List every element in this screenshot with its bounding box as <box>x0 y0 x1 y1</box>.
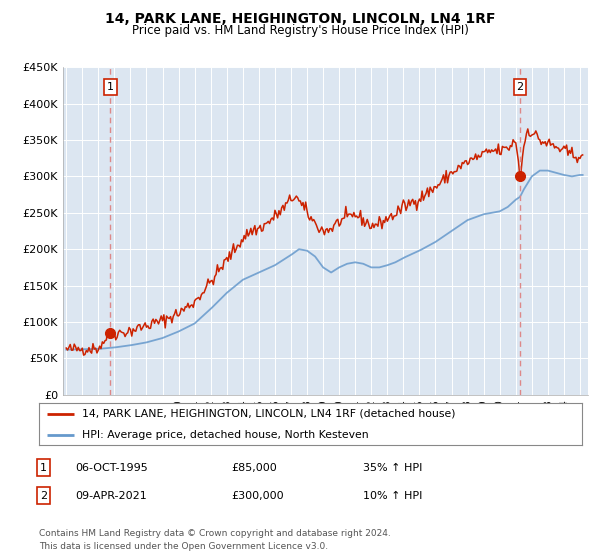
Text: HPI: Average price, detached house, North Kesteven: HPI: Average price, detached house, Nort… <box>82 430 369 440</box>
Text: £300,000: £300,000 <box>231 491 284 501</box>
Text: 2: 2 <box>40 491 47 501</box>
Text: 14, PARK LANE, HEIGHINGTON, LINCOLN, LN4 1RF: 14, PARK LANE, HEIGHINGTON, LINCOLN, LN4… <box>105 12 495 26</box>
Text: 2: 2 <box>517 82 524 92</box>
Text: 35% ↑ HPI: 35% ↑ HPI <box>363 463 422 473</box>
Text: Price paid vs. HM Land Registry's House Price Index (HPI): Price paid vs. HM Land Registry's House … <box>131 24 469 36</box>
Text: £85,000: £85,000 <box>231 463 277 473</box>
Text: Contains HM Land Registry data © Crown copyright and database right 2024.
This d: Contains HM Land Registry data © Crown c… <box>39 529 391 550</box>
Text: 06-OCT-1995: 06-OCT-1995 <box>75 463 148 473</box>
Text: 09-APR-2021: 09-APR-2021 <box>75 491 147 501</box>
Text: 1: 1 <box>40 463 47 473</box>
Text: 14, PARK LANE, HEIGHINGTON, LINCOLN, LN4 1RF (detached house): 14, PARK LANE, HEIGHINGTON, LINCOLN, LN4… <box>82 409 456 419</box>
Text: 10% ↑ HPI: 10% ↑ HPI <box>363 491 422 501</box>
Text: 1: 1 <box>107 82 114 92</box>
